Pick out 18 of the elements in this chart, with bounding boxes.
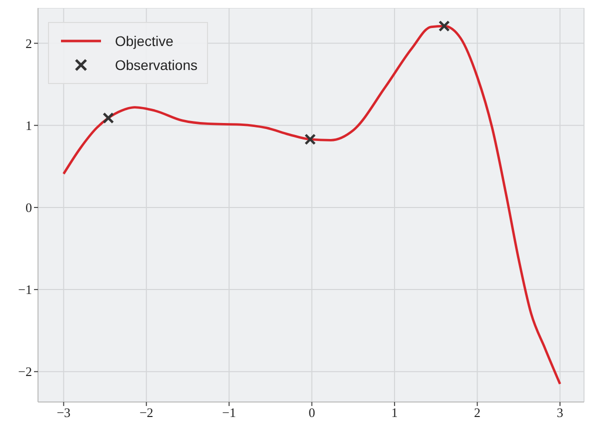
legend-label: Observations: [115, 57, 198, 73]
x-tick-label: 0: [308, 405, 316, 420]
x-tick-label: 1: [391, 405, 398, 420]
y-tick-label: −1: [18, 282, 32, 298]
legend-label: Objective: [115, 33, 174, 49]
x-tick-label: −2: [139, 405, 154, 420]
point: [102, 112, 114, 124]
point: [304, 134, 316, 146]
y-tick-label: −2: [18, 364, 32, 380]
x-tick-label: 2: [474, 405, 481, 420]
line-series: [62, 24, 562, 386]
x-tick-label: 3: [556, 405, 564, 420]
y-tick-label: 2: [26, 36, 32, 51]
y-tick-label: 0: [26, 200, 32, 216]
x-tick-label: −3: [56, 405, 71, 420]
y-tick-label: 1: [26, 118, 32, 133]
x-tick-label: −1: [222, 405, 236, 420]
point: [438, 20, 450, 32]
